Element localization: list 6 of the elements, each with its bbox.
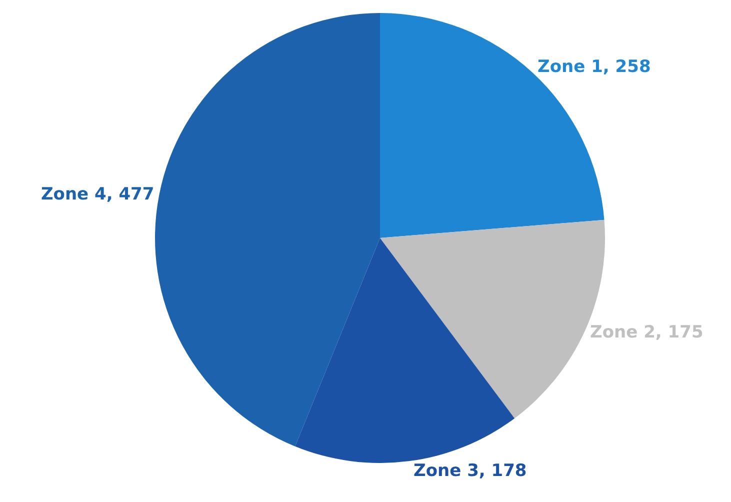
pie-slice [295,238,515,463]
slice-label: Zone 3, 178 [414,461,527,482]
pie-slice [155,13,380,446]
slice-label: Zone 2, 175 [590,322,704,342]
slice-label: Zone 1, 258 [538,57,651,78]
slice-label: Zone 4, 477 [40,184,154,204]
